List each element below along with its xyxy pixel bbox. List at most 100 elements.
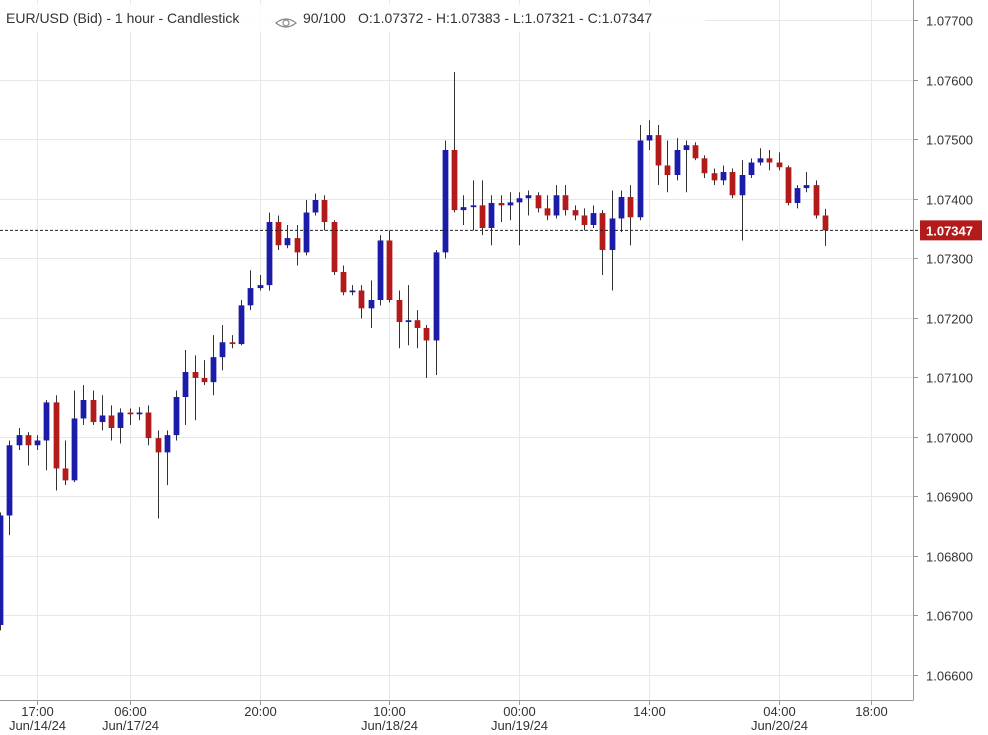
candle-body <box>238 305 245 345</box>
candle-body <box>674 150 681 175</box>
candle-body <box>766 158 773 163</box>
candle-body <box>637 140 644 218</box>
candle-body <box>813 185 820 216</box>
candle-body <box>794 188 801 203</box>
candle-body <box>368 300 375 309</box>
candle-body <box>312 200 319 213</box>
candle-body <box>525 195 532 199</box>
candle-body <box>6 445 13 516</box>
candle-body <box>192 372 199 378</box>
candle-body <box>99 415 106 423</box>
header-background <box>0 4 705 32</box>
candle-body <box>488 202 495 228</box>
y-tick-label: 1.07400 <box>926 193 973 208</box>
candle-body <box>284 238 291 246</box>
x-date-label: Jun/17/24 <box>102 718 159 733</box>
candle-body <box>553 195 560 216</box>
candle-body <box>785 167 792 203</box>
candle-body <box>275 222 282 246</box>
header-count: 90/100 <box>303 10 346 26</box>
candle-body <box>822 215 829 231</box>
candle-body <box>414 320 421 328</box>
candle-body <box>127 412 134 415</box>
candle-body <box>711 173 718 181</box>
candle-body <box>80 400 87 419</box>
candle-body <box>303 212 310 253</box>
candle-body <box>627 197 634 218</box>
y-tick-label: 1.07300 <box>926 252 973 267</box>
candle-body <box>331 222 338 273</box>
candle-body <box>340 272 347 293</box>
visibility-icon[interactable] <box>275 18 297 28</box>
candle-body <box>108 415 115 428</box>
x-tick-label: 00:00 <box>503 704 536 719</box>
last-price-badge <box>920 220 982 241</box>
y-tick-label: 1.07000 <box>926 431 973 446</box>
x-tick-label: 10:00 <box>373 704 406 719</box>
candle-body <box>479 205 486 228</box>
candle-body <box>776 162 783 168</box>
y-tick-label: 1.06600 <box>926 669 973 684</box>
candle-body <box>535 195 542 209</box>
candles <box>0 72 829 631</box>
candle-body <box>646 135 653 141</box>
candle-body <box>358 290 365 309</box>
candle-body <box>581 215 588 225</box>
candle-body <box>173 397 180 436</box>
candle-body <box>164 435 171 453</box>
candle-body <box>664 165 671 175</box>
candle-body <box>599 213 606 250</box>
candle-body <box>386 240 393 300</box>
candle-body <box>155 438 162 453</box>
x-tick-label: 18:00 <box>855 704 888 719</box>
candle-body <box>683 145 690 150</box>
grid <box>0 0 913 700</box>
candle-body <box>498 202 505 206</box>
candle-body <box>442 150 449 253</box>
candle-body <box>433 252 440 341</box>
y-tick-label: 1.06700 <box>926 609 973 624</box>
candle-body <box>451 150 458 211</box>
candle-body <box>544 208 551 216</box>
candle-body <box>757 158 764 163</box>
y-tick-label: 1.07100 <box>926 371 973 386</box>
chart-title: EUR/USD (Bid) - 1 hour - Candlestick <box>6 10 240 26</box>
candle-body <box>609 218 616 250</box>
candle-body <box>62 468 69 481</box>
candle-body <box>229 342 236 345</box>
candle-body <box>618 197 625 219</box>
candle-body <box>349 290 356 293</box>
candle-body <box>0 515 4 625</box>
y-tick-label: 1.07200 <box>926 312 973 327</box>
candle-body <box>25 435 32 446</box>
candle-body <box>590 213 597 225</box>
candle-body <box>257 285 264 289</box>
candle-body <box>460 207 467 211</box>
x-tick-label: 20:00 <box>244 704 277 719</box>
candle-body <box>423 327 430 341</box>
candle-body <box>470 205 477 208</box>
candle-body <box>562 195 569 211</box>
ohlc-readout: O:1.07372 - H:1.07383 - L:1.07321 - C:1.… <box>358 10 652 26</box>
candle-body <box>377 240 384 300</box>
candle-body <box>748 162 755 175</box>
x-date-label: Jun/14/24 <box>9 718 66 733</box>
candle-body <box>701 158 708 174</box>
candle-body <box>294 238 301 253</box>
candle-body <box>90 400 97 423</box>
x-tick-label: 06:00 <box>114 704 147 719</box>
x-tick-label: 17:00 <box>21 704 54 719</box>
candle-body <box>201 377 208 383</box>
candle-body <box>803 185 810 189</box>
last-price-label: 1.07347 <box>926 223 973 238</box>
candle-body <box>720 172 727 181</box>
candle-body <box>16 435 23 446</box>
candle-body <box>692 145 699 159</box>
candle-body <box>572 210 579 216</box>
candle-body <box>43 402 50 441</box>
candle-body <box>405 320 412 323</box>
candle-body <box>321 200 328 223</box>
candle-body <box>507 202 514 206</box>
x-tick-label: 04:00 <box>763 704 796 719</box>
